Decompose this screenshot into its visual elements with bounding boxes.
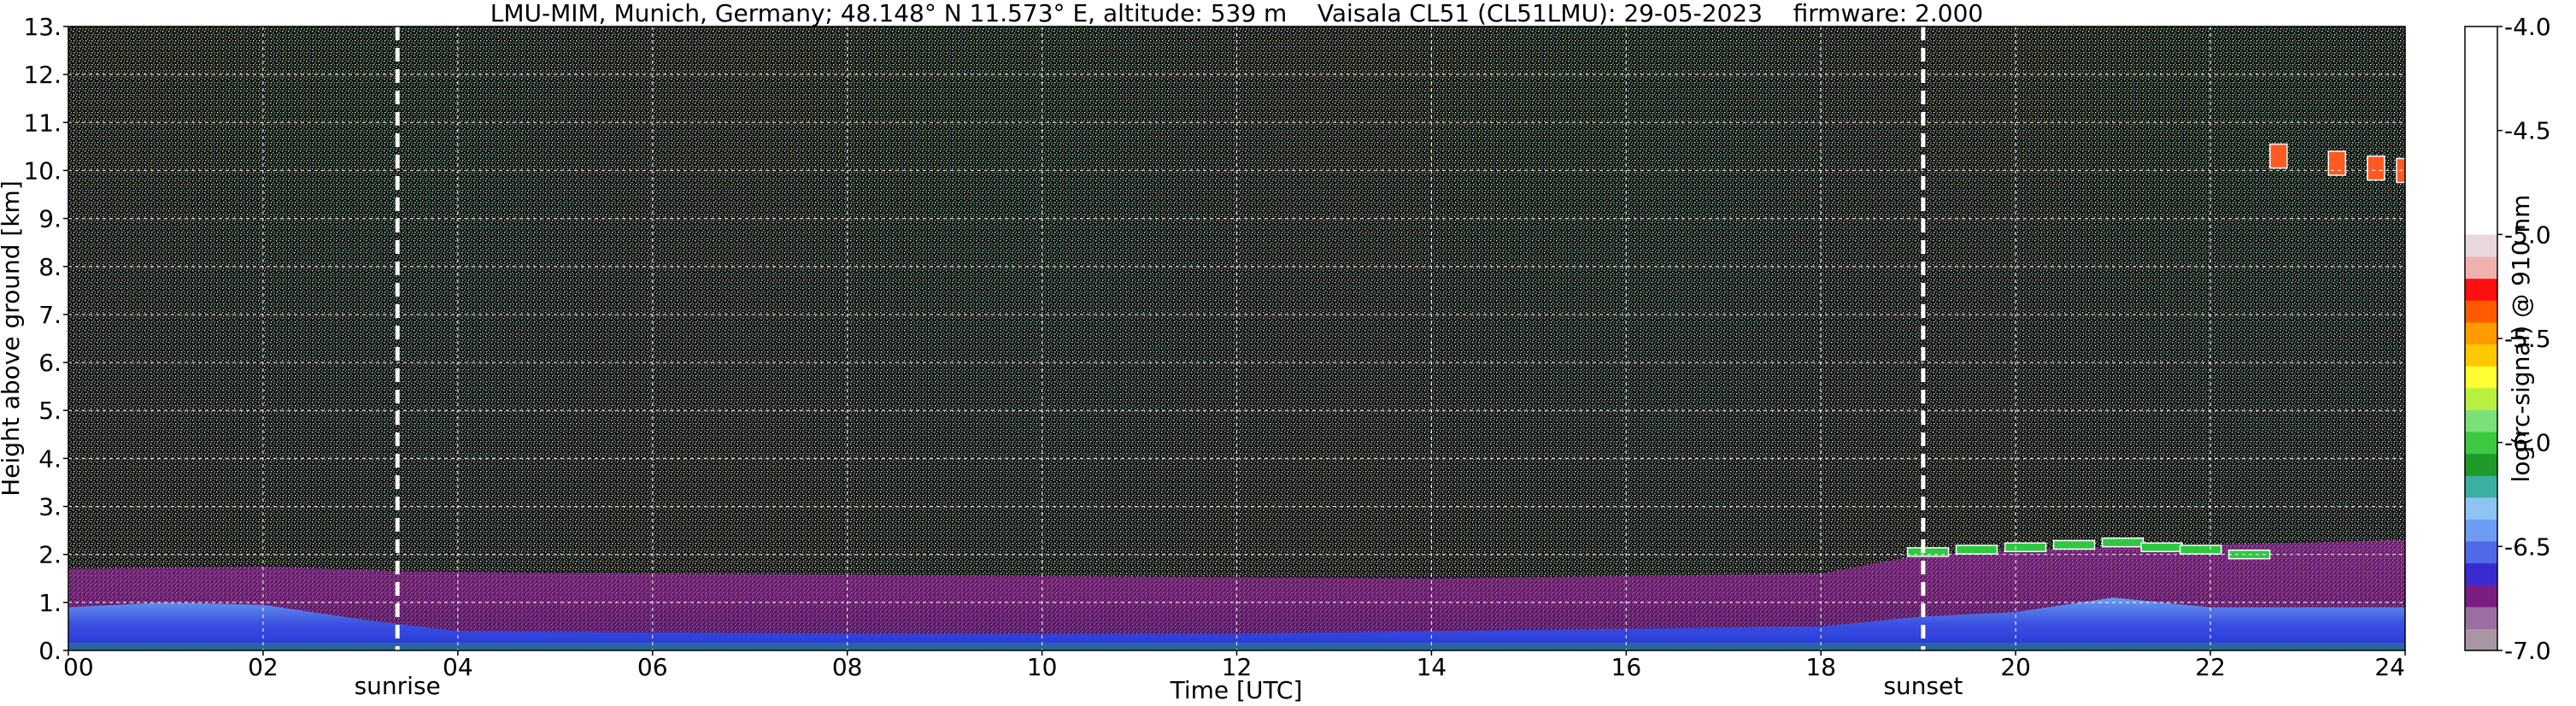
colorbar-band bbox=[2465, 431, 2497, 455]
y-tick-label: 9. bbox=[38, 205, 62, 233]
colorbar-band bbox=[2465, 278, 2497, 301]
colorbar bbox=[2464, 26, 2498, 651]
colorbar-label: log(rc-signal) @ 910 nm bbox=[2507, 195, 2535, 483]
y-tick-label: 10. bbox=[23, 156, 62, 185]
y-tick-label: 11. bbox=[23, 109, 62, 137]
x-tick-label: 20 bbox=[2000, 653, 2031, 681]
x-tick-label: 10 bbox=[1027, 653, 1058, 681]
x-axis: 00 02 04 06 08 10 12 14 16 18 20 22 24 bbox=[63, 650, 2406, 681]
cloud-return-mark bbox=[2179, 544, 2222, 555]
x-tick-label: 06 bbox=[637, 653, 668, 681]
x-axis-label: Time [UTC] bbox=[1170, 676, 1303, 704]
colorbar-band bbox=[2465, 628, 2497, 651]
cloud-return-mark bbox=[1955, 544, 1998, 555]
cloud-return-mark bbox=[1906, 547, 1950, 557]
cloud-return-mark bbox=[2367, 155, 2385, 181]
y-tick-label: 4. bbox=[38, 444, 62, 473]
event-labels: sunrise sunset bbox=[355, 672, 1963, 700]
x-tick-label: 00 bbox=[63, 653, 94, 681]
colorbar-band bbox=[2465, 497, 2497, 520]
colorbar-band bbox=[2465, 519, 2497, 542]
y-tick-label: 12. bbox=[23, 61, 62, 89]
colorbar-tick-label: -6.5 bbox=[2504, 532, 2551, 561]
colorbar-band bbox=[2465, 321, 2497, 345]
cloud-return-mark bbox=[2140, 542, 2183, 553]
colorbar-band bbox=[2465, 344, 2497, 367]
colorbar-band bbox=[2465, 234, 2497, 257]
cloud-return-mark bbox=[2269, 143, 2288, 169]
y-tick-label: 5. bbox=[38, 397, 62, 425]
x-tick-label: 16 bbox=[1611, 653, 1642, 681]
colorbar-band bbox=[2465, 300, 2497, 323]
y-tick-label: 7. bbox=[38, 301, 62, 329]
ground-returns bbox=[68, 643, 2405, 650]
cloud-return-mark bbox=[2004, 542, 2047, 553]
colorbar-tick-label: -5.5 bbox=[2504, 325, 2551, 353]
sunrise-label: sunrise bbox=[355, 672, 441, 700]
x-tick-label: 22 bbox=[2195, 653, 2226, 681]
colorbar-band bbox=[2465, 366, 2497, 389]
colorbar-ticks: -4.0 -4.5 -5.0 -5.5 -6.0 -6.5 -7.0 bbox=[2497, 13, 2551, 665]
colorbar-tick-label: -7.0 bbox=[2504, 637, 2551, 665]
y-tick-label: 6. bbox=[38, 349, 62, 377]
chart-title: LMU-MIM, Munich, Germany; 48.148° N 11.5… bbox=[490, 0, 1984, 27]
y-tick-label: 2. bbox=[38, 541, 62, 569]
y-tick-label: 13. bbox=[23, 13, 62, 41]
x-tick-label: 12 bbox=[1222, 653, 1253, 681]
colorbar-band bbox=[2465, 453, 2497, 476]
colorbar-tick-label: -4.5 bbox=[2504, 117, 2551, 145]
colorbar-band bbox=[2465, 387, 2497, 410]
y-tick-label: 3. bbox=[38, 493, 62, 521]
colorbar-band bbox=[2465, 256, 2497, 279]
colorbar-band bbox=[2465, 606, 2497, 629]
cloud-return-mark bbox=[2327, 150, 2346, 176]
event-lines bbox=[395, 26, 1926, 650]
colorbar-band bbox=[2465, 562, 2497, 585]
plot-area bbox=[68, 26, 2405, 650]
y-tick-label: 1. bbox=[38, 589, 62, 617]
colorbar-tick-label: -5.0 bbox=[2504, 221, 2551, 249]
colorbar-band bbox=[2465, 475, 2497, 498]
y-tick-label: 0. bbox=[38, 637, 62, 665]
x-tick-label: 02 bbox=[248, 653, 279, 681]
colorbar-band bbox=[2465, 409, 2497, 432]
x-tick-label: 24 bbox=[2374, 653, 2405, 681]
grid-lines bbox=[68, 26, 2405, 650]
colorbar-tick-label: -6.0 bbox=[2504, 429, 2551, 457]
colorbar-tick-label: -4.0 bbox=[2504, 13, 2551, 41]
x-tick-label: 14 bbox=[1417, 653, 1447, 681]
colorbar-band bbox=[2465, 540, 2497, 564]
sunset-label: sunset bbox=[1883, 672, 1963, 700]
cloud-return-mark bbox=[2101, 537, 2145, 548]
x-tick-label: 04 bbox=[443, 653, 473, 681]
colorbar-band bbox=[2465, 26, 2497, 235]
y-axis: 0. 1. 2. 3. 4. 5. 6. 7. 8. 9. 10. 11. 12. 13. bbox=[23, 13, 68, 665]
colorbar-band bbox=[2465, 585, 2497, 608]
y-tick-label: 8. bbox=[38, 253, 62, 281]
x-tick-label: 08 bbox=[832, 653, 863, 681]
x-tick-label: 18 bbox=[1805, 653, 1836, 681]
cloud-return-mark bbox=[2052, 539, 2096, 550]
y-axis-label: Height above ground [km] bbox=[0, 180, 25, 497]
